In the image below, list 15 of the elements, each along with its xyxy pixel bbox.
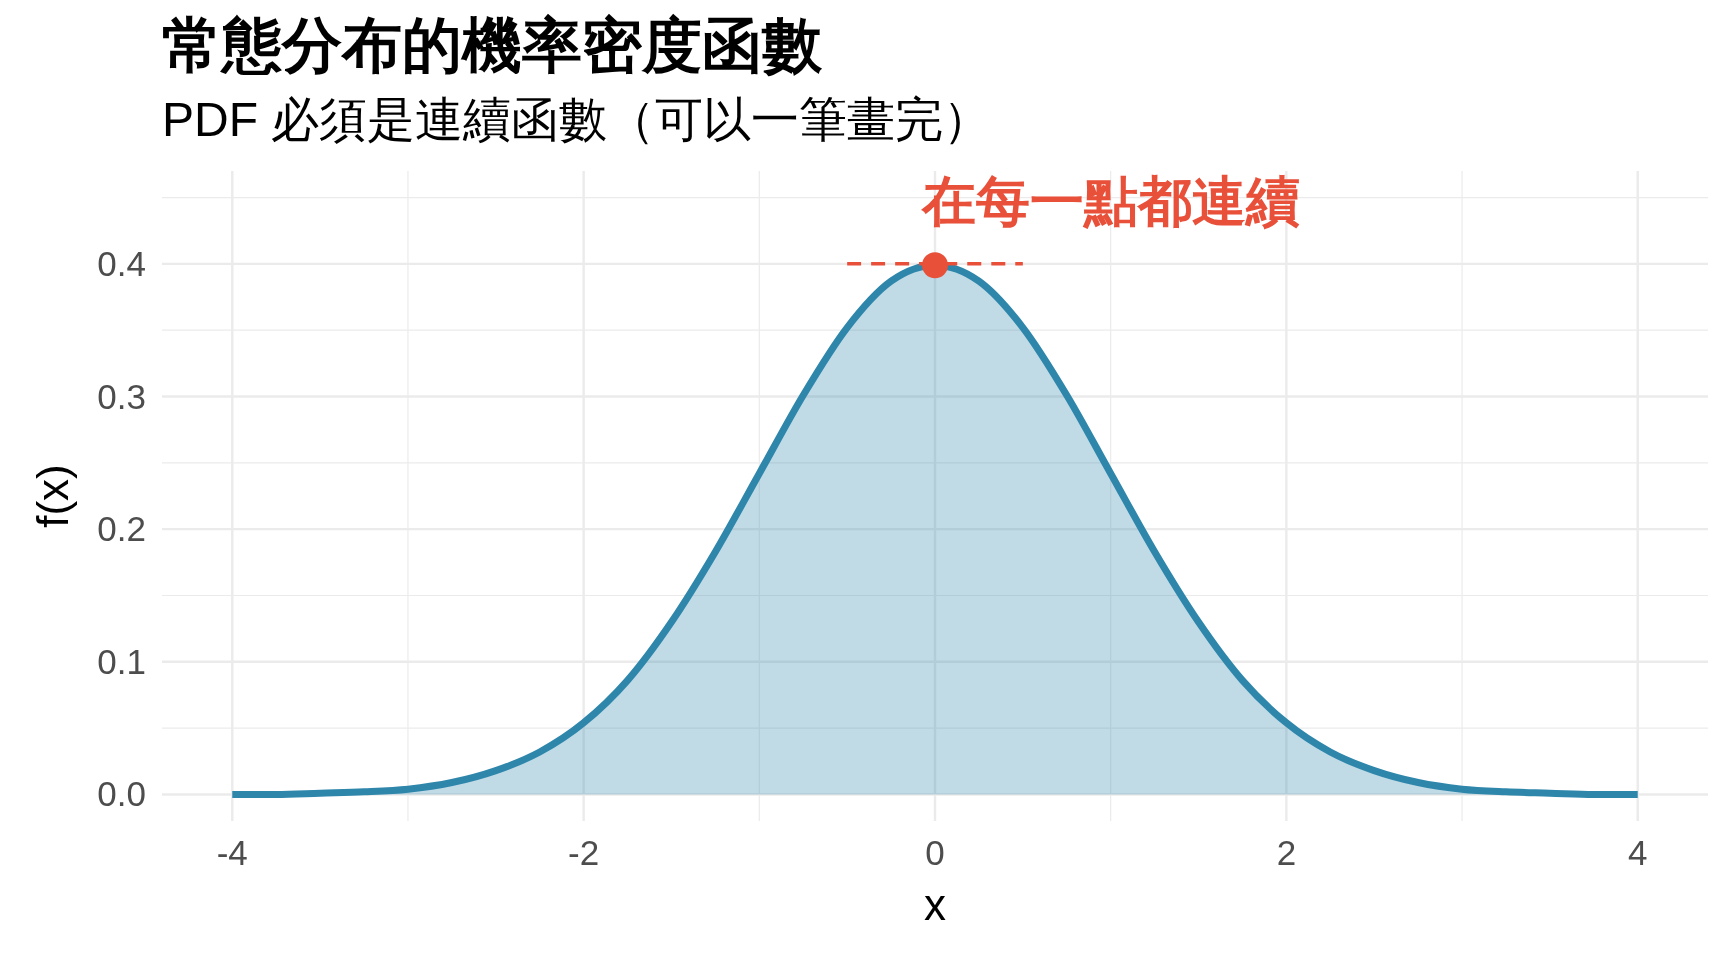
y-axis-title: f(x) bbox=[28, 464, 77, 528]
x-tick-label: 4 bbox=[1627, 833, 1648, 872]
chart-subtitle: PDF 必須是連續函數（可以一筆畫完） bbox=[162, 93, 992, 146]
y-tick-label: 0.1 bbox=[97, 641, 146, 681]
y-tick-label: 0.2 bbox=[97, 509, 146, 549]
chart-title: 常態分布的機率密度函數 bbox=[162, 12, 823, 79]
x-tick-label: -2 bbox=[568, 833, 600, 872]
x-tick-label: -4 bbox=[216, 833, 248, 872]
x-tick-label: 2 bbox=[1276, 833, 1297, 872]
x-axis-title: x bbox=[924, 880, 946, 929]
y-tick-label: 0.4 bbox=[97, 243, 146, 283]
y-tick-label: 0.0 bbox=[97, 774, 146, 814]
x-tick-label: 0 bbox=[925, 833, 945, 872]
y-tick-label: 0.3 bbox=[97, 376, 146, 416]
annotation: 在每一點都連續 bbox=[920, 171, 1300, 231]
